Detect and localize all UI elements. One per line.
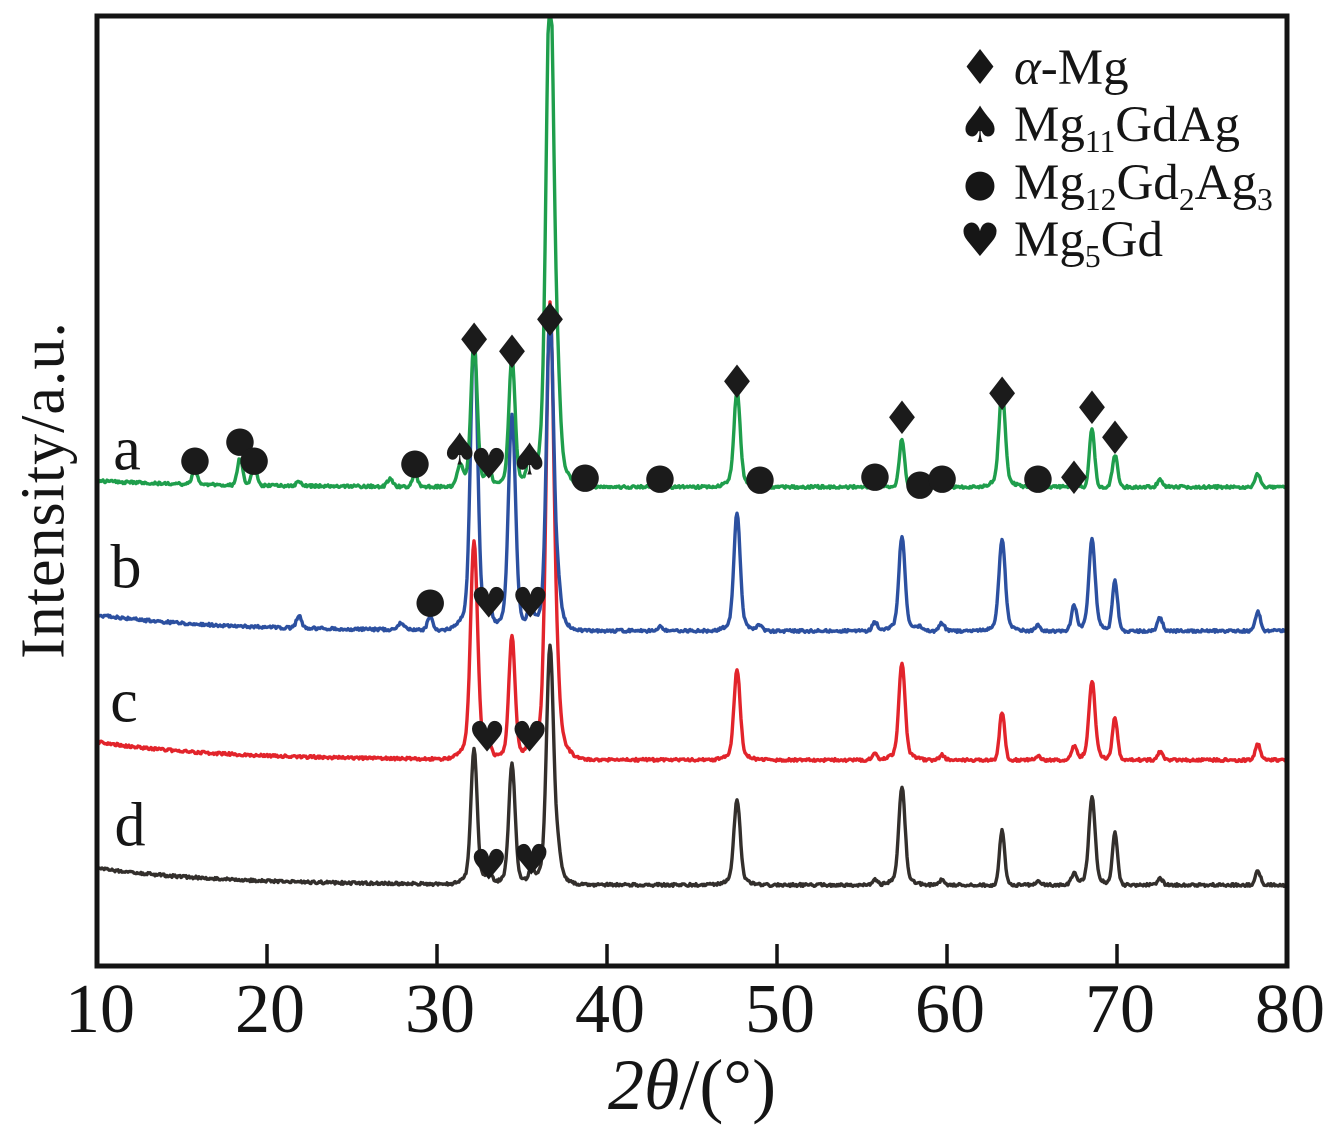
diamond-marker: ♦ — [1094, 411, 1135, 465]
legend-item-spade: ♠ Mg11GdAg — [952, 95, 1240, 157]
heart-marker: ♥ — [512, 579, 550, 628]
legend-phase-label: Mg11GdAg — [1008, 96, 1240, 157]
heart-marker: ♥ — [470, 841, 508, 890]
legend-phase-label: Mg5Gd — [1008, 211, 1164, 272]
spade-marker: ♠ — [510, 435, 549, 486]
spade-icon: ♠ — [957, 96, 1003, 154]
x-tick-label: 10 — [65, 971, 135, 1048]
diamond-marker: ♦ — [491, 325, 532, 379]
circle-marker: ● — [399, 442, 430, 483]
text-part: 11 — [1084, 124, 1116, 160]
diamond-icon: ♦ — [958, 40, 1002, 96]
plot-frame — [94, 13, 1290, 969]
x-tick-label: 70 — [1085, 971, 1155, 1048]
xrd-curve-a — [97, 17, 1287, 491]
x-tick-label: 40 — [575, 971, 645, 1048]
heart-icon: ♥ — [959, 213, 1001, 267]
text-part: 12 — [1084, 182, 1117, 218]
legend-phase-label: α-Mg — [1008, 39, 1129, 97]
x-tick-label: 60 — [915, 971, 985, 1048]
circle-marker: ● — [224, 420, 255, 461]
heart-marker: ♥ — [513, 836, 551, 885]
x-tick-label: 20 — [235, 971, 305, 1048]
legend-phase-label: Mg12Gd2Ag3 — [1008, 154, 1273, 215]
diamond-marker: ♦ — [529, 293, 570, 347]
diamond-marker: ♦ — [453, 313, 494, 367]
xrd-curve-b — [97, 307, 1287, 635]
curve-label-b: b — [110, 533, 142, 602]
circle-marker: ● — [569, 456, 600, 497]
diamond-marker: ♦ — [1071, 381, 1112, 435]
circle-marker: ● — [904, 463, 935, 504]
heart-marker: ♥ — [468, 713, 506, 762]
x-tick-label: 30 — [405, 971, 475, 1048]
text-part: 2 — [1178, 182, 1195, 218]
text-part: Mg — [1014, 155, 1085, 211]
text-part: Ag — [1194, 155, 1257, 211]
legend-item-diamond: ♦ α-Mg — [952, 38, 1129, 98]
spade-marker: ♠ — [440, 425, 479, 476]
text-part: GdAg — [1115, 97, 1240, 153]
diamond-marker: ♦ — [981, 367, 1022, 421]
circle-marker: ● — [179, 439, 210, 480]
xrd-curve-c — [97, 300, 1287, 764]
heart-marker: ♥ — [470, 579, 508, 628]
text-part: 3 — [1256, 182, 1273, 218]
x-tick-label: 80 — [1255, 971, 1325, 1048]
legend-item-heart: ♥ Mg5Gd — [952, 210, 1164, 272]
circle-marker: ● — [414, 581, 445, 622]
curve-label-a: a — [113, 415, 141, 484]
text-part: /(°) — [679, 1045, 777, 1125]
text-part: 5 — [1084, 239, 1101, 275]
x-tick-label: 50 — [745, 971, 815, 1048]
text-part: α — [1014, 40, 1041, 96]
x-axis-label: 2θ/(°) — [608, 1044, 776, 1127]
text-part: Gd — [1100, 212, 1164, 268]
diamond-marker: ♦ — [881, 391, 922, 445]
circle-marker: ● — [744, 458, 775, 499]
curve-label-c: c — [110, 667, 138, 736]
circle-marker: ● — [926, 457, 957, 498]
circle-marker: ● — [238, 439, 269, 480]
circle-marker: ● — [644, 457, 675, 498]
text-part: Mg — [1014, 97, 1085, 153]
text-part: -Mg — [1040, 40, 1129, 96]
curve-label-d: d — [114, 791, 146, 860]
xrd-curve-d — [97, 643, 1287, 888]
heart-marker: ♥ — [511, 713, 549, 762]
y-axis-label: Intensity/a.u. — [9, 321, 78, 659]
heart-marker: ♥ — [470, 440, 508, 489]
text-part: Gd — [1116, 155, 1179, 211]
legend-item-circle: ● Mg12Gd2Ag3 — [952, 153, 1273, 215]
diamond-marker: ♦ — [1053, 451, 1094, 505]
text-part: Mg — [1014, 212, 1085, 268]
circle-marker: ● — [1022, 457, 1053, 498]
circle-marker: ● — [859, 455, 890, 496]
text-part: 2θ — [607, 1045, 680, 1125]
circle-icon: ● — [963, 161, 997, 205]
diamond-marker: ♦ — [716, 355, 757, 409]
